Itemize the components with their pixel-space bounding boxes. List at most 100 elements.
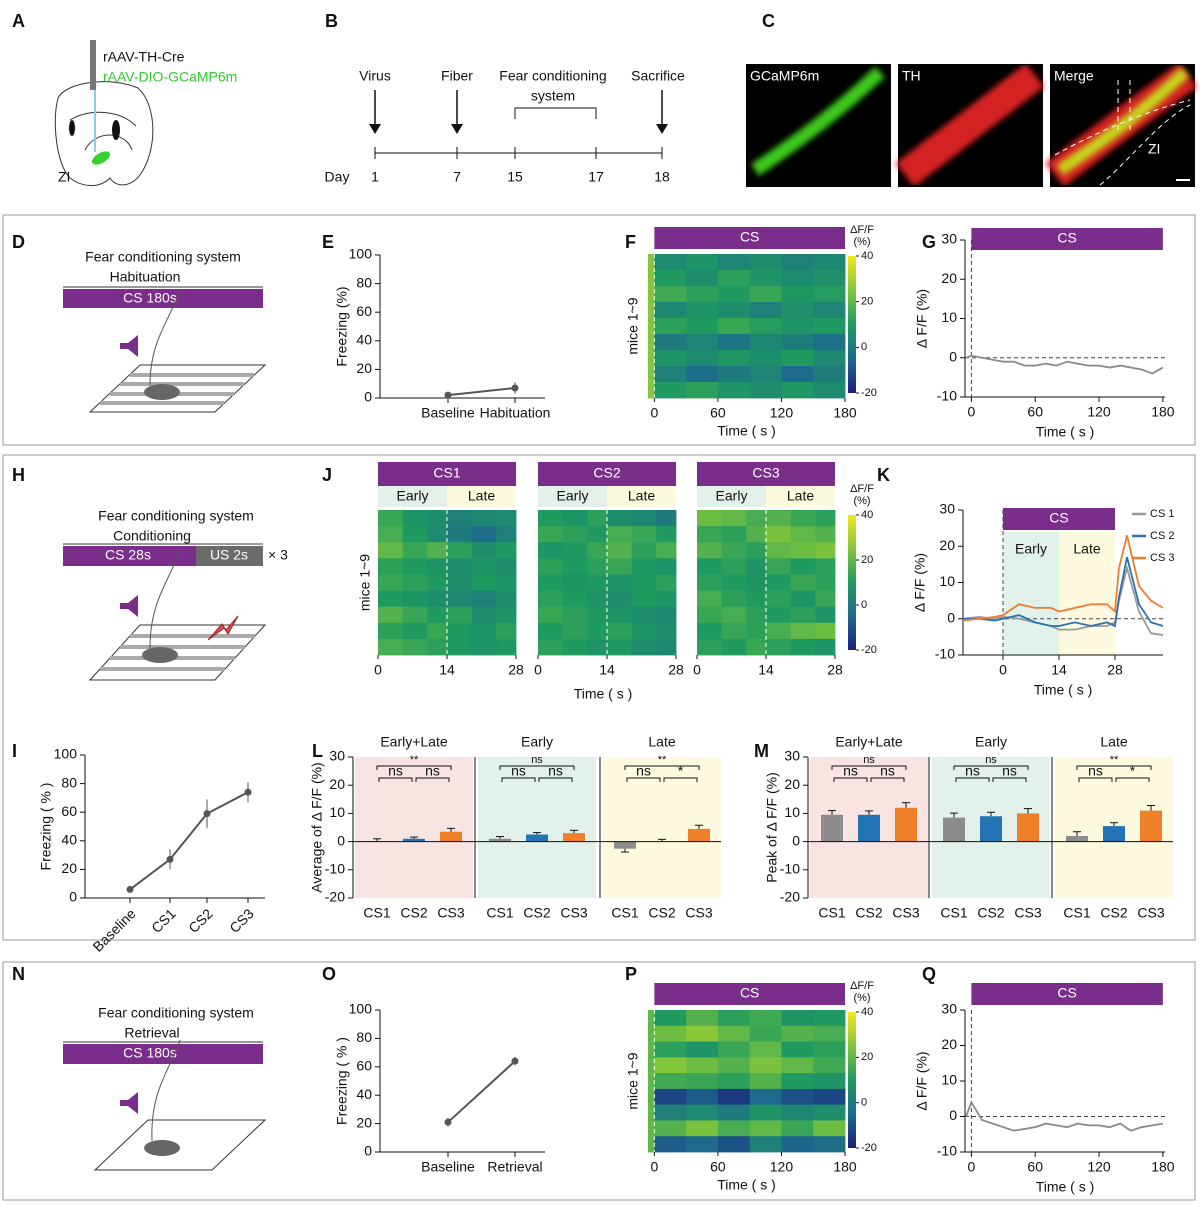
significance: * — [1130, 763, 1136, 779]
mean-point — [444, 391, 452, 399]
heat-cell — [766, 510, 792, 527]
heat-cell — [697, 510, 723, 527]
group-title: Early — [521, 734, 553, 750]
heat-cell — [749, 286, 782, 303]
heat-cell — [654, 366, 687, 383]
x-tick-label: CS2 — [400, 905, 427, 921]
cs-label: CS 180s — [123, 290, 177, 306]
heat-cell — [631, 606, 657, 624]
heat-cell — [686, 254, 719, 271]
heat-cell — [648, 270, 655, 287]
heat-cell — [781, 1136, 814, 1153]
heat-cell — [471, 590, 497, 608]
bar — [526, 834, 548, 842]
colorbar-tick-label: 20 — [861, 1051, 873, 1063]
segment-bg — [378, 486, 447, 507]
sig-bracket — [538, 777, 573, 782]
floor — [88, 624, 267, 681]
heat-cell — [656, 558, 677, 575]
y-axis-label: mice 1~9 — [625, 297, 641, 354]
cs-label: CS 28s — [105, 547, 151, 563]
y-tick-label: 0 — [364, 1143, 372, 1159]
sig-bracket — [1076, 765, 1152, 770]
bracket-label: system — [531, 88, 575, 104]
heat-cell — [471, 606, 497, 624]
heat-cell — [686, 1088, 719, 1106]
mean-point — [444, 1118, 452, 1126]
heat-cell — [717, 382, 751, 399]
heat-cell — [686, 1041, 719, 1058]
heat-cell — [587, 558, 608, 575]
heat-cell — [654, 1120, 687, 1137]
heat-cell — [654, 1041, 687, 1058]
repeat-label: × 3 — [268, 547, 288, 563]
floor — [93, 1119, 267, 1171]
group-title: Early+Late — [835, 734, 903, 750]
heat-cell — [746, 526, 767, 543]
heat-cell — [746, 622, 767, 640]
x-tick-label: 14 — [1051, 662, 1067, 678]
y-axis-label: Freezing (%) — [334, 286, 350, 366]
heat-cell — [654, 382, 687, 399]
heat-cell — [766, 574, 792, 591]
y-tick-label: 20 — [329, 776, 345, 792]
y-tick-label: 0 — [69, 889, 77, 905]
segment-bg — [1059, 532, 1115, 655]
trace-line — [965, 354, 1164, 375]
heat-cell — [471, 574, 497, 591]
segment-bg — [447, 486, 516, 507]
heat-cell — [587, 542, 608, 559]
heat-cell — [721, 542, 747, 559]
heat-cell — [447, 574, 473, 591]
bar — [1103, 826, 1125, 842]
colorbar-tick-label: 0 — [861, 341, 867, 353]
heat-cell — [717, 302, 751, 319]
colorbar-label: ΔF/F — [850, 483, 874, 495]
heat-cell — [402, 542, 428, 559]
significance: ** — [1110, 754, 1119, 766]
heat-cell — [427, 606, 448, 624]
heat-cell — [447, 558, 473, 575]
heat-cell — [749, 270, 782, 287]
heat-cell — [686, 302, 719, 319]
x-tick-label: 14 — [599, 662, 615, 678]
bar — [895, 807, 917, 842]
y-tick-label: 0 — [949, 1107, 957, 1123]
x-tick-label: CS2 — [185, 905, 216, 936]
y-tick-label: -10 — [937, 1143, 957, 1159]
heat-cell — [746, 574, 767, 591]
cs-bar — [971, 983, 1163, 1005]
x-axis-label: Time ( s ) — [1036, 1179, 1095, 1195]
heat-cell — [402, 574, 428, 591]
heat-cell — [447, 606, 473, 624]
heat-cell — [813, 302, 846, 319]
heat-cell — [697, 526, 723, 543]
x-tick-label: CS2 — [523, 905, 550, 921]
x-tick-label: 0 — [650, 405, 658, 421]
heat-cell — [813, 1010, 846, 1027]
heat-cell — [654, 302, 687, 319]
heat-cell — [813, 334, 846, 351]
y-tick-label: 10 — [941, 309, 957, 325]
heat-cell — [654, 350, 687, 367]
heat-cell — [648, 286, 655, 303]
heat-cell — [813, 1120, 846, 1137]
x-axis-label: Time ( s ) — [574, 686, 633, 702]
panel-frame — [2, 961, 1196, 1201]
heat-cell — [686, 1010, 719, 1027]
heat-cell — [654, 1010, 687, 1027]
heat-cell — [686, 286, 719, 303]
heat-cell — [813, 1104, 846, 1121]
heat-cell — [427, 638, 448, 656]
significance: ** — [658, 754, 667, 766]
sig-bracket — [624, 765, 700, 770]
heat-cell — [648, 1041, 655, 1058]
y-tick-label: 20 — [356, 360, 372, 376]
heat-cell — [813, 1025, 846, 1042]
colorbar — [848, 1012, 856, 1148]
y-tick-label: 30 — [784, 748, 800, 764]
heat-cell — [781, 382, 814, 399]
significance: ns — [511, 763, 526, 779]
heat-cell — [654, 1025, 687, 1042]
